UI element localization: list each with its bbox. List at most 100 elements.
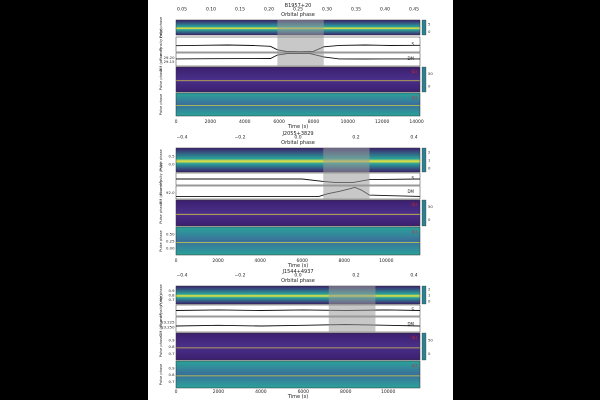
top-tick-label: 0.2 (352, 273, 359, 279)
y-tick-label: 92.0 (166, 190, 175, 195)
top-tick-label: 0.20 (264, 7, 274, 13)
panel-marker: DM (407, 189, 414, 194)
panel-marker: DM (407, 321, 414, 326)
panel-frame (175, 172, 421, 186)
colorbar (421, 147, 427, 173)
top-tick-label: 0.35 (351, 7, 361, 13)
panel-flux: S Flux density (mJy) (159, 294, 421, 327)
y-tick-label: 23.250 (161, 325, 175, 330)
panel-tag: (b) (411, 69, 417, 74)
chart-2: J1544+4937 Orbital phase −0.4 −0.2 0.0 0.2 0.4… (159, 269, 433, 400)
x-tick-label: 4000 (254, 258, 266, 264)
x-tick-label: 2000 (212, 258, 224, 264)
colorbar (421, 19, 427, 36)
top-tick-label: 0.30 (322, 7, 332, 13)
y-tick-label: 0.0 (168, 162, 175, 167)
series-line (175, 309, 421, 311)
heatmap-fill (176, 361, 420, 388)
top-tick-label: 0.40 (380, 7, 390, 13)
x-tick-label: 4000 (255, 389, 267, 395)
x-axis-label: Time (s) (287, 394, 308, 400)
panel-frame (175, 332, 421, 361)
colorbar-tick-label: 1 (428, 158, 431, 163)
x-tick-label: 6000 (298, 389, 310, 395)
colorbar (421, 332, 427, 361)
eclipse-shade (323, 148, 370, 199)
y-tick-label: 0.5 (168, 154, 175, 159)
y-axis-label: Flux density (mJy) (159, 28, 163, 61)
chart-title: J1544+4937 (281, 269, 313, 275)
colorbar-tick-label: 2 (428, 150, 431, 155)
y-axis-label: Pulse phase (159, 363, 163, 385)
colorbar-tick-label: 0 (428, 29, 431, 34)
eclipse-shade (328, 286, 376, 332)
panel-frame (175, 147, 421, 173)
series-line (175, 324, 421, 327)
x-tick-label: 10000 (381, 389, 395, 395)
heatmap-fill (176, 148, 420, 172)
y-tick-label: 0.7 (168, 351, 175, 356)
x-tick-label: 0 (175, 258, 178, 264)
y-axis-label: Pulse phase (159, 229, 163, 251)
x-tick-label: 10000 (341, 119, 355, 125)
y-tick-label: 0.7 (168, 297, 175, 302)
panel-frame (175, 185, 421, 200)
panel-tag: (c) (412, 95, 418, 100)
x-tick-label: 2000 (213, 389, 225, 395)
y-tick-label: 0.9 (168, 365, 175, 370)
colorbar (421, 199, 427, 227)
colorbar-tick-label: 2 (428, 287, 431, 292)
y-axis-label: Pulse phase (159, 16, 163, 38)
y-tick-label: 29.15 (164, 59, 175, 64)
chart-0: B1957+20 Orbital phase 0.05 0.10 0.15 0.20 0.2… (159, 3, 433, 130)
colorbar-tick-label: 5 (428, 21, 431, 26)
panel-frame (175, 226, 421, 256)
y-tick-label: 29.20 (164, 55, 175, 60)
panel-pulse-profile: Pulse phase 0.90.80.7 210 (159, 283, 431, 305)
panel-tag: (c) (412, 363, 418, 368)
top-tick-label: 0.45 (409, 7, 419, 13)
panel-frame (175, 66, 421, 93)
y-axis-label: Pulse phase (159, 335, 163, 357)
y-tick-label: 0.9 (168, 288, 175, 293)
y-tick-label: 0.8 (168, 372, 175, 377)
y-axis-label: DM (pc cm⁻³) (159, 47, 163, 72)
colorbar (421, 285, 427, 305)
panel-marker: S (411, 176, 414, 181)
y-tick-label: 0.00 (166, 246, 175, 251)
chart-1: J2055+3829 Orbital phase −0.4 −0.2 0.0 0.2 0.4… (159, 131, 433, 269)
heatmap-fill (176, 286, 420, 304)
x-tick-label: 8000 (308, 119, 320, 125)
colorbar-tick-label: 50 (428, 204, 433, 209)
y-tick-label: 0.9 (168, 337, 175, 342)
chart-title: B1957+20 (285, 3, 312, 9)
heatmap-fill (176, 67, 420, 92)
heatmap-fill (176, 227, 420, 255)
y-axis-label: Pulse phase (159, 148, 163, 170)
top-tick-label: 0.4 (410, 135, 417, 141)
x-tick-label: 0 (175, 119, 178, 125)
top-axis-label: Orbital phase (281, 140, 315, 146)
panel-tag: (c) (412, 229, 418, 234)
y-axis-label: Flux density (mJy) (159, 162, 163, 195)
panel-tag: (b) (411, 202, 417, 207)
line-panel-bg (176, 317, 420, 332)
x-tick-label: 8000 (339, 258, 351, 264)
y-axis-label: DM (pc cm⁻³) (159, 180, 163, 205)
top-tick-label: −0.2 (235, 273, 246, 279)
top-tick-label: 0.25 (293, 7, 303, 13)
panel-frame (175, 316, 421, 333)
y-tick-label: 0.25 (166, 239, 175, 244)
top-axis-label: Orbital phase (281, 12, 315, 18)
x-tick-label: 14000 (409, 119, 423, 125)
y-axis-label: DM (pc cm⁻³) (159, 312, 163, 337)
heatmap-fill (176, 93, 420, 116)
y-tick-label: 0.8 (168, 344, 175, 349)
panel-frame (175, 199, 421, 227)
colorbar-tick-label: 1 (428, 293, 431, 298)
panel-pulse-1: Pulse phase 50 0 (b) (159, 199, 433, 227)
eclipse-shade (277, 20, 324, 66)
colorbar-tick-label: 0 (428, 217, 431, 222)
top-tick-label: 0.15 (235, 7, 245, 13)
